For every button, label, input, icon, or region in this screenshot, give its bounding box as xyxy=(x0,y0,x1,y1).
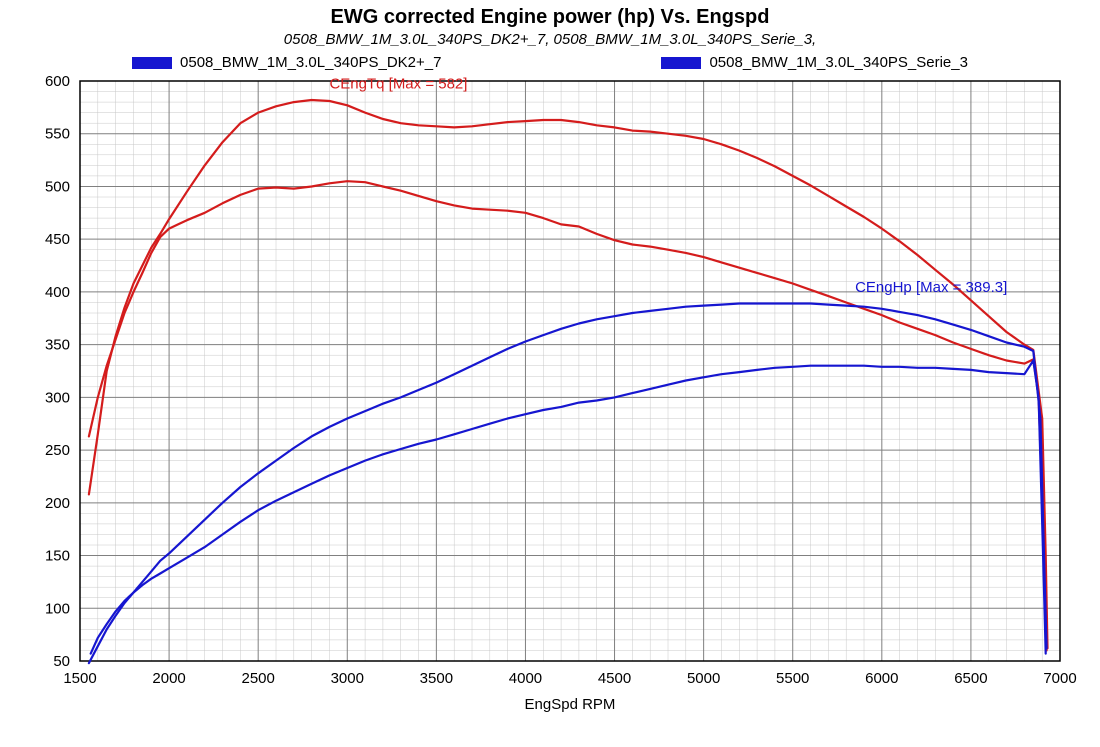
svg-text:5000: 5000 xyxy=(687,670,720,687)
legend-item-1: 0508_BMW_1M_3.0L_340PS_DK2+_7 xyxy=(132,54,441,71)
svg-text:CEngHp [Max = 389.3]: CEngHp [Max = 389.3] xyxy=(855,279,1007,296)
svg-text:250: 250 xyxy=(45,442,70,459)
svg-text:6500: 6500 xyxy=(954,670,987,687)
svg-text:4000: 4000 xyxy=(509,670,542,687)
svg-text:3000: 3000 xyxy=(331,670,364,687)
svg-text:150: 150 xyxy=(45,548,70,565)
svg-text:EngSpd RPM: EngSpd RPM xyxy=(525,696,616,713)
svg-text:7000: 7000 xyxy=(1043,670,1076,687)
svg-text:CEngTq [Max = 582]: CEngTq [Max = 582] xyxy=(329,75,467,92)
chart-area: 1500 2000 2500 3000 3500 4000 4500 5000 5500 6000… xyxy=(0,71,1100,731)
svg-text:6000: 6000 xyxy=(865,670,898,687)
svg-text:3500: 3500 xyxy=(420,670,453,687)
chart-title: EWG corrected Engine power (hp) Vs. Engs… xyxy=(0,0,1100,29)
svg-text:2500: 2500 xyxy=(241,670,274,687)
legend-item-2: 0508_BMW_1M_3.0L_340PS_Serie_3 xyxy=(661,54,968,71)
chart-svg: 1500 2000 2500 3000 3500 4000 4500 5000 5500 6000… xyxy=(0,71,1100,731)
legend-label-1: 0508_BMW_1M_3.0L_340PS_DK2+_7 xyxy=(180,54,441,71)
legend-swatch-2 xyxy=(661,57,701,69)
svg-text:5500: 5500 xyxy=(776,670,809,687)
svg-text:400: 400 xyxy=(45,284,70,301)
chart-subtitle: 0508_BMW_1M_3.0L_340PS_DK2+_7, 0508_BMW_… xyxy=(0,31,1100,48)
svg-text:1500: 1500 xyxy=(63,670,96,687)
svg-text:50: 50 xyxy=(53,653,70,670)
svg-text:550: 550 xyxy=(45,126,70,143)
svg-text:450: 450 xyxy=(45,231,70,248)
svg-text:200: 200 xyxy=(45,495,70,512)
svg-text:2000: 2000 xyxy=(152,670,185,687)
legend-label-2: 0508_BMW_1M_3.0L_340PS_Serie_3 xyxy=(709,54,968,71)
svg-text:600: 600 xyxy=(45,73,70,90)
svg-text:4500: 4500 xyxy=(598,670,631,687)
svg-text:300: 300 xyxy=(45,389,70,406)
svg-text:500: 500 xyxy=(45,178,70,195)
legend: 0508_BMW_1M_3.0L_340PS_DK2+_7 0508_BMW_1… xyxy=(0,54,1100,71)
legend-swatch-1 xyxy=(132,57,172,69)
svg-text:350: 350 xyxy=(45,337,70,354)
svg-text:100: 100 xyxy=(45,600,70,617)
